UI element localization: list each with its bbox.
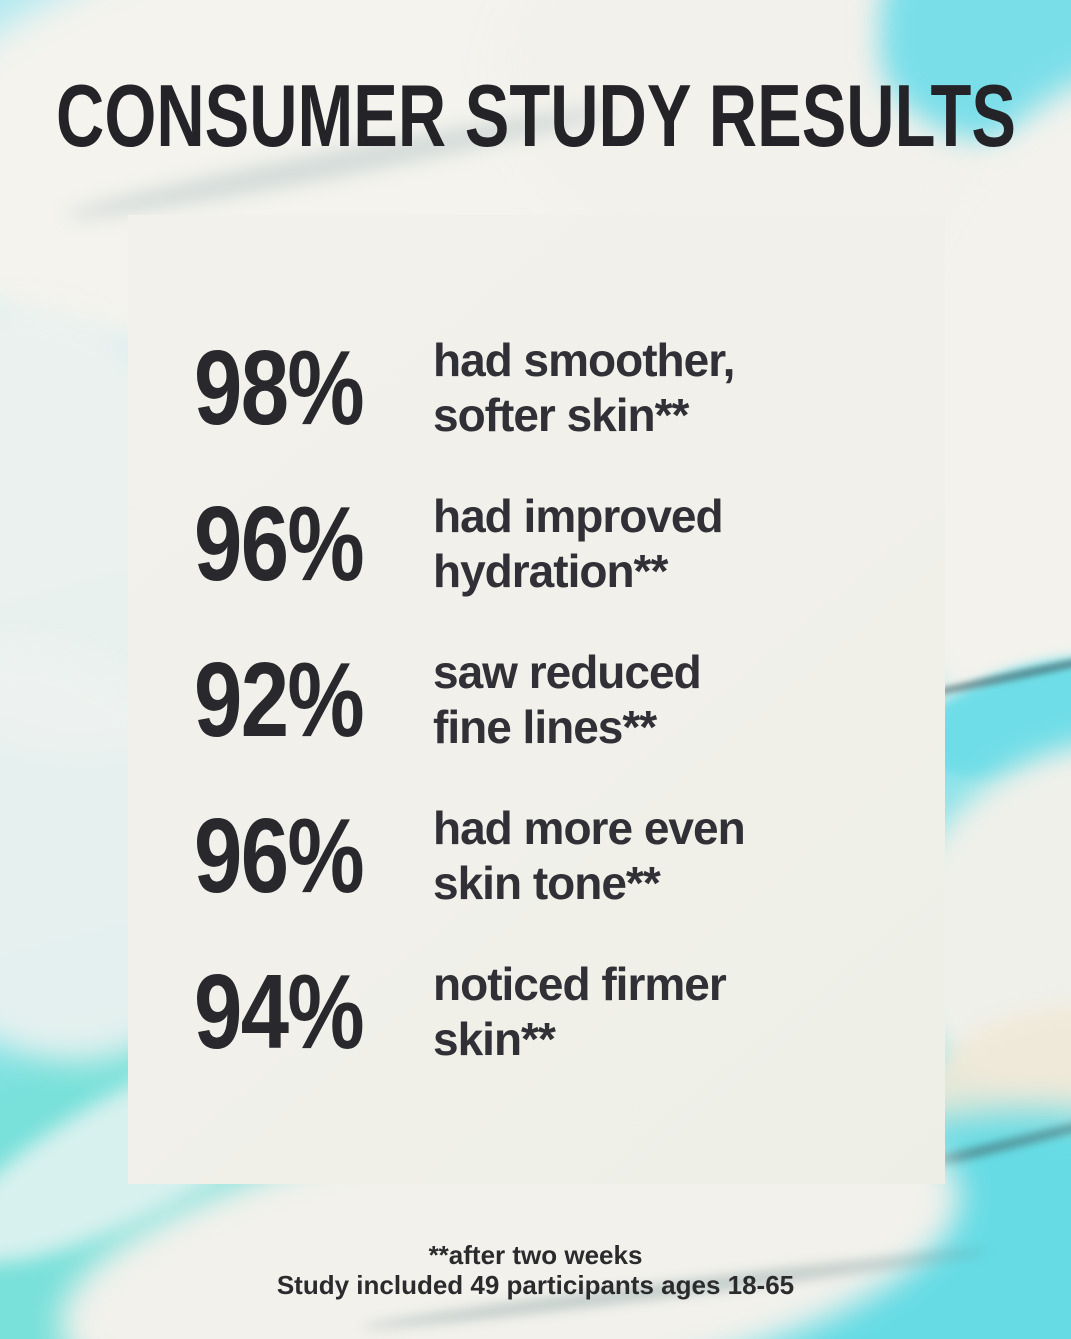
stat-label-line1: had smoother,	[433, 334, 735, 386]
stat-label: noticed firmer skin**	[433, 957, 727, 1067]
page-title: CONSUMER STUDY RESULTS	[55, 66, 1016, 165]
stat-row: 94% noticed firmer skin**	[194, 957, 945, 1067]
stat-label-line2: skin**	[433, 1013, 556, 1065]
stat-label-line2: fine lines**	[433, 701, 657, 753]
stat-value: 98%	[194, 329, 365, 447]
stat-label-line2: softer skin**	[433, 389, 689, 441]
stat-label: saw reduced fine lines**	[433, 645, 702, 755]
stat-value: 96%	[194, 485, 365, 603]
stat-label-line2: hydration**	[433, 545, 668, 597]
stat-label: had smoother, softer skin**	[433, 333, 735, 443]
stat-label-line2: skin tone**	[433, 857, 661, 909]
stat-label: had improved hydration**	[433, 489, 724, 599]
footnote-line1: **after two weeks	[428, 1240, 643, 1270]
stat-label-line1: had improved	[433, 490, 724, 542]
stat-row: 98% had smoother, softer skin**	[194, 333, 945, 443]
stat-label-line1: had more even	[433, 802, 746, 854]
stat-value: 94%	[194, 953, 365, 1071]
stats-panel: 98% had smoother, softer skin** 96% had …	[128, 215, 945, 1184]
stat-label-line1: saw reduced	[433, 646, 702, 698]
stat-value: 96%	[194, 797, 365, 915]
study-footnote: **after two weeks Study included 49 part…	[0, 1240, 1071, 1300]
stat-row: 96% had more even skin tone**	[194, 801, 945, 911]
stat-row: 96% had improved hydration**	[194, 489, 945, 599]
stat-label-line1: noticed firmer	[433, 958, 727, 1010]
stat-value: 92%	[194, 641, 365, 759]
stat-label: had more even skin tone**	[433, 801, 746, 911]
footnote-line2: Study included 49 participants ages 18-6…	[276, 1270, 795, 1300]
stat-row: 92% saw reduced fine lines**	[194, 645, 945, 755]
